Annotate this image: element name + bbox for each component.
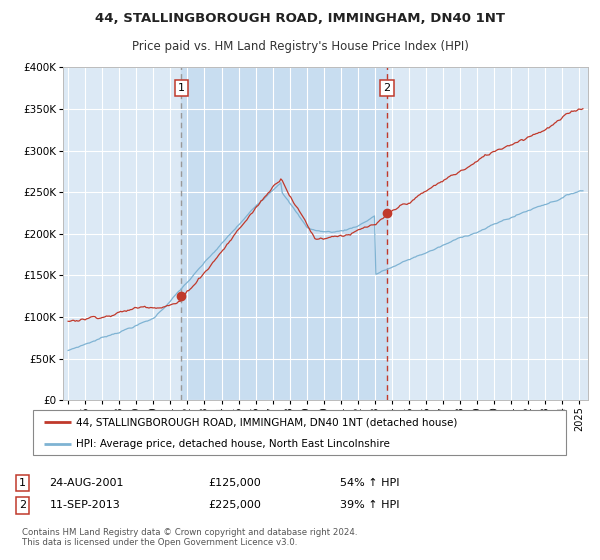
Text: 44, STALLINGBOROUGH ROAD, IMMINGHAM, DN40 1NT: 44, STALLINGBOROUGH ROAD, IMMINGHAM, DN4… bbox=[95, 12, 505, 25]
Text: 44, STALLINGBOROUGH ROAD, IMMINGHAM, DN40 1NT (detached house): 44, STALLINGBOROUGH ROAD, IMMINGHAM, DN4… bbox=[76, 417, 457, 427]
FancyBboxPatch shape bbox=[33, 410, 566, 455]
Text: 2: 2 bbox=[19, 501, 26, 510]
Text: 39% ↑ HPI: 39% ↑ HPI bbox=[340, 501, 400, 510]
Text: 1: 1 bbox=[19, 478, 26, 488]
Text: 11-SEP-2013: 11-SEP-2013 bbox=[49, 501, 120, 510]
Text: Price paid vs. HM Land Registry's House Price Index (HPI): Price paid vs. HM Land Registry's House … bbox=[131, 40, 469, 53]
Text: 54% ↑ HPI: 54% ↑ HPI bbox=[340, 478, 400, 488]
Bar bbox=[181, 67, 387, 400]
Text: 2: 2 bbox=[383, 83, 391, 93]
Text: £225,000: £225,000 bbox=[208, 501, 261, 510]
Text: £125,000: £125,000 bbox=[208, 478, 260, 488]
Text: HPI: Average price, detached house, North East Lincolnshire: HPI: Average price, detached house, Nort… bbox=[76, 439, 390, 449]
Text: 1: 1 bbox=[178, 83, 185, 93]
Text: Contains HM Land Registry data © Crown copyright and database right 2024.
This d: Contains HM Land Registry data © Crown c… bbox=[22, 528, 358, 547]
Text: 24-AUG-2001: 24-AUG-2001 bbox=[49, 478, 124, 488]
